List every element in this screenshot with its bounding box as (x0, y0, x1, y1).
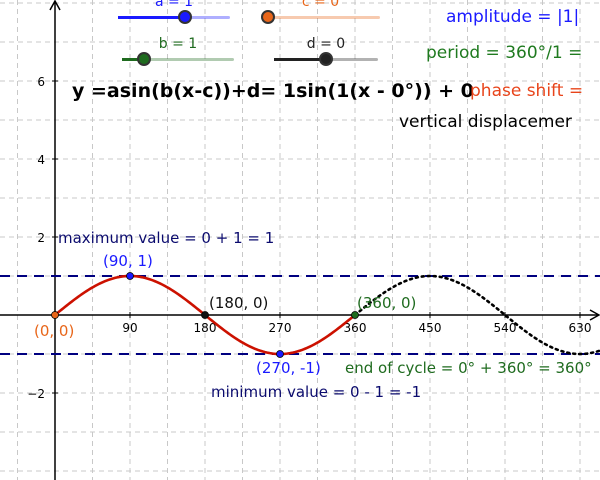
x-axis-arrow (589, 309, 600, 321)
x-tick-label: 450 (419, 321, 442, 335)
x-tick-label: 90 (122, 321, 137, 335)
y-tick-label: 6 (37, 75, 45, 89)
y-tick-label: 2 (37, 231, 45, 245)
y-axis-arrow (49, 0, 61, 11)
slider-b-knob[interactable] (137, 52, 152, 66)
slider-c-label: c = 0° (301, 0, 347, 10)
point-label-180-0: (180, 0) (209, 294, 269, 312)
slider-d-fill (274, 58, 326, 61)
phase-shift-text: phase shift = (470, 81, 584, 101)
slider-b-fill (122, 58, 145, 61)
slider-a-label: a = 1 (154, 0, 194, 10)
amplitude-text: amplitude = |1| (446, 7, 580, 27)
x-tick-label: 180 (194, 321, 217, 335)
key-point (51, 311, 59, 319)
point-label-0-0: (0, 0) (34, 322, 75, 340)
slider-c-track[interactable] (268, 16, 380, 19)
slider-d[interactable]: d = 0 (274, 36, 378, 70)
point-label-360-0: (360, 0) (357, 294, 417, 312)
slider-c-knob[interactable] (261, 10, 275, 24)
minimum-value-label: minimum value = 0 - 1 = -1 (211, 383, 422, 401)
end-of-cycle-label: end of cycle = 0° + 360° = 360° (345, 359, 592, 377)
y-tick-label: −2 (27, 387, 45, 401)
slider-b[interactable]: b = 1 (122, 36, 234, 70)
x-tick-label: 270 (269, 321, 292, 335)
point-label-270-neg1: (270, -1) (256, 359, 321, 377)
vertical-displacement-text: vertical displacemer (399, 112, 572, 132)
x-tick-label: 360 (344, 321, 367, 335)
slider-a[interactable]: a = 1 (118, 0, 230, 28)
point-label-90-1: (90, 1) (103, 252, 153, 270)
key-point (201, 311, 209, 319)
slider-a-fill (118, 16, 186, 19)
key-point (276, 350, 284, 358)
key-point (126, 272, 134, 280)
slider-b-label: b = 1 (158, 36, 198, 52)
equation-text: y =asin(b(x-c))+d= 1sin(1(x - 0°)) + 0 (72, 80, 474, 102)
x-tick-label: 540 (494, 321, 517, 335)
slider-c[interactable]: c = 0° (261, 0, 380, 28)
slider-b-track[interactable] (122, 58, 234, 61)
slider-d-knob[interactable] (319, 52, 333, 66)
y-tick-label: 4 (37, 153, 45, 167)
maximum-value-label: maximum value = 0 + 1 = 1 (58, 229, 275, 247)
period-text: period = 360°/1 = (426, 43, 583, 63)
key-point (351, 311, 359, 319)
slider-d-label: d = 0 (306, 36, 346, 52)
slider-a-knob[interactable] (178, 10, 193, 24)
x-tick-label: 630 (569, 321, 592, 335)
sine-continuation-dotted (353, 274, 600, 356)
